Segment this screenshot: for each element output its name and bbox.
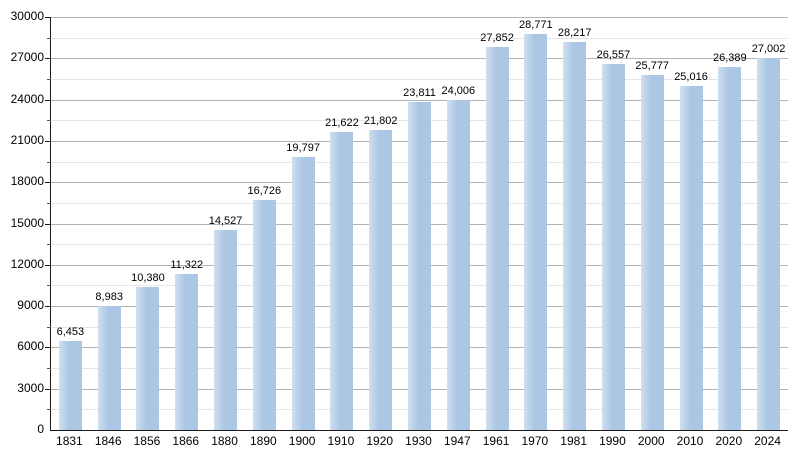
y-tick-label: 0 (37, 422, 44, 436)
y-tick-label: 6000 (17, 339, 44, 354)
gridline-minor (51, 37, 788, 39)
x-tick-label: 1990 (599, 434, 626, 448)
y-tick-label: 21000 (10, 132, 44, 147)
y-tick-label: 12000 (10, 256, 44, 271)
x-tick-label: 2020 (715, 434, 743, 448)
x-tick-label: 1846 (94, 434, 122, 448)
bar-value-label: 27,002 (751, 43, 786, 56)
y-axis-tick (47, 244, 51, 246)
y-axis-tick (45, 306, 51, 308)
y-axis-tick (47, 161, 51, 163)
bar-value-label: 19,797 (286, 142, 320, 155)
bar-value-label: 28,217 (557, 26, 592, 39)
x-tick-label: 1910 (327, 434, 355, 448)
bar-value-label: 8,983 (95, 291, 123, 304)
y-axis-tick (45, 17, 51, 18)
y-tick-label: 27000 (10, 50, 44, 65)
bar-value-label: 21,802 (363, 114, 398, 127)
x-tick-label: 2000 (637, 434, 665, 448)
y-tick-label: 9000 (17, 298, 44, 313)
x-tick-label: 1890 (249, 434, 277, 448)
y-tick-label: 30000 (10, 9, 44, 23)
x-tick-label: 1961 (482, 434, 510, 448)
x-tick-label: 1880 (211, 434, 238, 448)
x-tick-label: 1947 (443, 434, 471, 448)
bar-1880 (214, 230, 238, 430)
gridline-major (51, 99, 788, 101)
y-axis-tick (45, 99, 51, 101)
bar-value-label: 28,771 (519, 18, 553, 31)
y-axis-tick (47, 326, 51, 328)
bar-value-label: 26,557 (596, 49, 631, 62)
bar-1947 (446, 99, 470, 430)
y-axis-tick (47, 37, 51, 39)
y-axis-tick (47, 202, 51, 204)
bar-2010 (679, 85, 703, 430)
y-axis-tick (45, 58, 51, 60)
bar-1856 (136, 287, 160, 430)
y-axis-tick (45, 223, 51, 225)
bar-1930 (408, 102, 431, 430)
bar-1920 (369, 129, 393, 430)
y-axis-tick (47, 409, 51, 411)
bar-value-label: 25,016 (674, 70, 708, 83)
bar-value-label: 10,380 (131, 272, 165, 285)
x-tick-label: 1856 (133, 434, 161, 448)
x-tick-label: 1981 (560, 434, 588, 448)
bar-2024 (757, 58, 781, 430)
bar-1890 (252, 199, 276, 430)
bar-value-label: 23,811 (403, 87, 436, 100)
y-axis-tick (45, 182, 51, 184)
y-axis-tick (47, 368, 51, 370)
x-tick-label: 2024 (754, 434, 781, 448)
bar-value-label: 27,852 (480, 31, 514, 44)
bar-value-label: 14,527 (208, 215, 243, 228)
bar-value-label: 6,453 (56, 326, 85, 339)
bar-1981 (563, 41, 587, 430)
bar-2000 (640, 75, 664, 430)
y-axis-tick (45, 140, 51, 142)
x-tick-label: 1970 (521, 434, 549, 448)
bar-1831 (58, 341, 82, 430)
y-axis-tick (47, 285, 51, 287)
bar-1846 (97, 306, 121, 430)
gridline-major (51, 17, 788, 18)
x-tick-label: 1831 (56, 434, 83, 448)
y-tick-label: 18000 (10, 174, 44, 189)
y-tick-label: 15000 (10, 215, 44, 230)
x-tick-label: 2010 (676, 434, 704, 448)
plot-area: 6,453 8,983 10,380 11,322 14,527 16,726 19,797… (45, 17, 788, 431)
bar-1990 (601, 64, 625, 430)
x-tick-label: 1900 (288, 434, 316, 448)
gridline-minor (51, 78, 788, 80)
x-tick-label: 1866 (172, 434, 200, 448)
bar-1866 (175, 274, 199, 430)
bar-value-label: 25,777 (635, 60, 670, 73)
bar-1900 (291, 157, 315, 430)
bar-2020 (718, 66, 742, 430)
bar-value-label: 11,322 (170, 259, 204, 272)
y-axis-tick (47, 120, 51, 122)
bar-value-label: 24,006 (441, 84, 476, 97)
bar-1961 (485, 46, 509, 430)
bar-value-label: 21,622 (325, 117, 359, 130)
y-axis-tick (45, 388, 51, 390)
bar-1910 (330, 132, 354, 430)
x-tick-label: 1920 (366, 434, 394, 448)
x-tick-label: 1930 (405, 434, 432, 448)
y-axis-tick (47, 78, 51, 80)
y-tick-label: 24000 (10, 91, 44, 106)
bar-value-label: 26,389 (712, 51, 747, 64)
gridline-major (51, 58, 788, 60)
bar-1970 (524, 33, 548, 430)
y-axis-tick (45, 347, 51, 349)
bar-value-label: 16,726 (247, 184, 282, 197)
y-axis-tick (45, 264, 51, 266)
y-tick-label: 3000 (17, 380, 44, 395)
